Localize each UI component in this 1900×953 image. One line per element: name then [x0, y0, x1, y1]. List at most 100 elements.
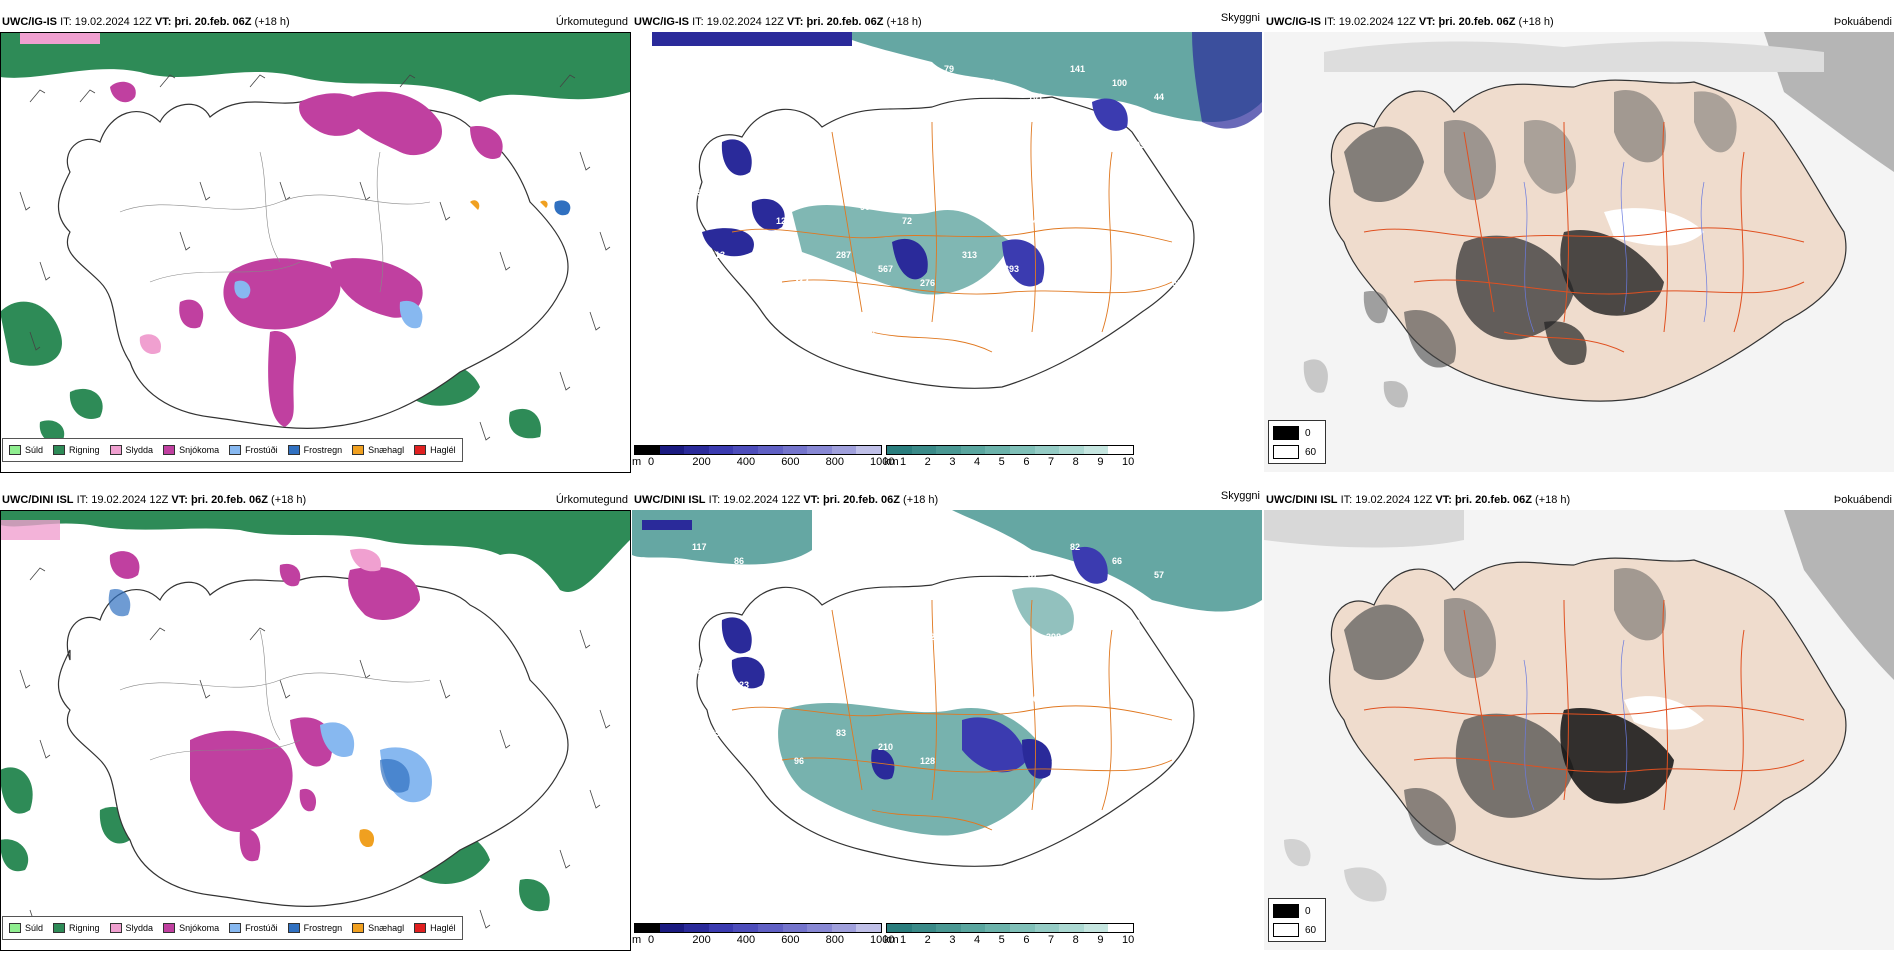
colorbar-cell [831, 924, 857, 932]
visibility-value-label: 677 [902, 694, 917, 704]
colorbar-tick-label: 0 [648, 456, 655, 468]
visibility-value-label: 642 [818, 188, 833, 198]
visibility-value-label: 113 [752, 742, 767, 752]
colorbar-tick-label: 3 [949, 934, 956, 946]
lead-time: (+18 h) [903, 494, 939, 506]
colorbar-tick-label: 600 [781, 934, 800, 946]
visibility-value-label: 44 [710, 126, 720, 136]
colorbar-unit: km [884, 456, 899, 468]
panel-header: UWC/DINI ISL IT: 19.02.2024 12Z VT: þri.… [1266, 494, 1570, 508]
fog-panel-bottom: UWC/DINI ISL IT: 19.02.2024 12Z VT: þri.… [1264, 488, 1894, 953]
colorbar-cell [807, 924, 832, 932]
it-label: IT: [1324, 16, 1336, 28]
legend-swatch [163, 445, 176, 455]
visibility-value-label: 117 [692, 542, 707, 552]
precip-legend: Súld Rigning Slydda Snjókoma Frostúði Fr… [2, 438, 463, 462]
legend-swatch [163, 923, 176, 933]
colorbar-tick-label: 1000 [870, 934, 895, 946]
visibility-value-label: 191 [1112, 680, 1127, 690]
colorbar-tick-label: 8 [1072, 934, 1079, 946]
visibility-map-svg: 104 118 95 174 137 85 79 71 101 141 100 44 44 12 163 11… [632, 32, 1262, 440]
legend-item-hail: Haglél [414, 445, 456, 455]
colorbar-tick-label: 5 [998, 456, 1005, 468]
legend-label: Snjókoma [179, 445, 220, 455]
colorbar-cell [1083, 446, 1109, 454]
panel-title: Skyggni [1220, 12, 1260, 24]
visibility-value-label: 66 [1112, 556, 1122, 566]
colorbar-tick-label: 5 [998, 934, 1005, 946]
colorbar-cell [936, 446, 961, 454]
colorbar-cell [733, 446, 758, 454]
visibility-value-label: 73 [818, 542, 828, 552]
panel-header: UWC/IG-IS IT: 19.02.2024 12Z VT: þri. 20… [634, 16, 922, 30]
colorbar-tick-label: 1 [900, 456, 907, 468]
legend-swatch [229, 445, 242, 455]
precip-map-svg [0, 510, 630, 950]
visibility-value-label: 138 [1028, 340, 1043, 350]
visibility-value-label: 75 [752, 618, 762, 628]
ceiling-colorbar: m 0 200 400 600 800 1000 [632, 445, 894, 471]
it-value: 19.02.2024 12Z [706, 16, 784, 28]
visibility-value-label: 356 [710, 728, 725, 738]
fog-map [1264, 32, 1894, 472]
visibility-colorbar: km 1 2 3 4 5 6 7 8 9 10 [884, 445, 1134, 471]
legend-label: Snæhagl [368, 445, 405, 455]
colorbar-cell [856, 924, 881, 932]
colorbar-cell [1009, 446, 1035, 454]
panel-title: Þokuábendi [1833, 16, 1892, 28]
visibility-value-label: 112 [836, 126, 851, 136]
visibility-value-label: 398 [1046, 632, 1061, 642]
visibility-value-label: 79 [986, 680, 996, 690]
it-value: 19.02.2024 12Z [74, 16, 152, 28]
it-label: IT: [692, 16, 704, 28]
vt-value: þri. 20.feb. 06Z [1454, 494, 1532, 506]
visibility-value-label: 291 [1154, 694, 1169, 704]
colorbar-cell [1059, 924, 1084, 932]
colorbar-tick-label: 200 [692, 934, 711, 946]
legend-swatch [109, 445, 122, 455]
colorbar-cell [684, 446, 709, 454]
visibility-value-label: 83 [836, 728, 846, 738]
legend-label: Súld [25, 445, 44, 455]
visibility-panel-top: UWC/IG-IS IT: 19.02.2024 12Z VT: þri. 20… [632, 10, 1262, 475]
precip-legend: Súld Rigning Slydda Snjókoma Frostúði Fr… [2, 916, 463, 940]
colorbar-cell [757, 446, 783, 454]
visibility-value-label: 57 [1154, 570, 1164, 580]
model-name: UWC/IG-IS [1266, 16, 1321, 28]
visibility-value-label: 567 [878, 264, 893, 274]
colorbar-tick-label: 4 [974, 456, 981, 468]
fog-legend-label: 0 [1305, 427, 1311, 439]
panel-header: UWC/DINI ISL IT: 19.02.2024 12Z VT: þri.… [634, 494, 938, 508]
legend-swatch [9, 923, 21, 933]
visibility-value-label: 115 [776, 340, 791, 350]
visibility-value-label: 70 [986, 202, 996, 212]
colorbar-cell [659, 446, 685, 454]
fog-legend-swatch [1273, 426, 1299, 440]
visibility-value-label: 313 [962, 250, 977, 260]
colorbar-tick-label: 9 [1097, 456, 1104, 468]
fog-legend-row: 60 [1273, 923, 1321, 937]
visibility-value-label: 499 [1130, 140, 1145, 150]
visibility-panel-bottom: UWC/DINI ISL IT: 19.02.2024 12Z VT: þri.… [632, 488, 1262, 953]
visibility-value-label: 90 [860, 202, 870, 212]
colorbar-tick-label: 3 [949, 456, 956, 468]
visibility-value-label: 276 [920, 278, 935, 288]
legend-swatch [229, 923, 242, 933]
it-value: 19.02.2024 12Z [1355, 494, 1433, 506]
visibility-value-label: 182 [920, 632, 935, 642]
visibility-value-label: 150 [860, 326, 875, 336]
colorbar-tick-label: 8 [1072, 456, 1079, 468]
visibility-value-label: 132 [776, 694, 791, 704]
legend-label: Frostúði [245, 923, 278, 933]
colorbar-cell [1108, 446, 1133, 454]
fog-legend-swatch [1273, 445, 1299, 459]
fog-map-svg [1264, 510, 1894, 950]
visibility-value-label: 613 [710, 250, 725, 260]
visibility-colorbar-ticks: km 1 2 3 4 5 6 7 8 9 10 [884, 455, 1134, 469]
vt-value: þri. 20.feb. 06Z [174, 16, 252, 28]
colorbar-cell [960, 446, 986, 454]
visibility-value-label: 194 [1172, 154, 1187, 164]
visibility-value-label: 114 [1004, 140, 1019, 150]
colorbar-cell [708, 446, 734, 454]
legend-swatch [414, 923, 427, 933]
